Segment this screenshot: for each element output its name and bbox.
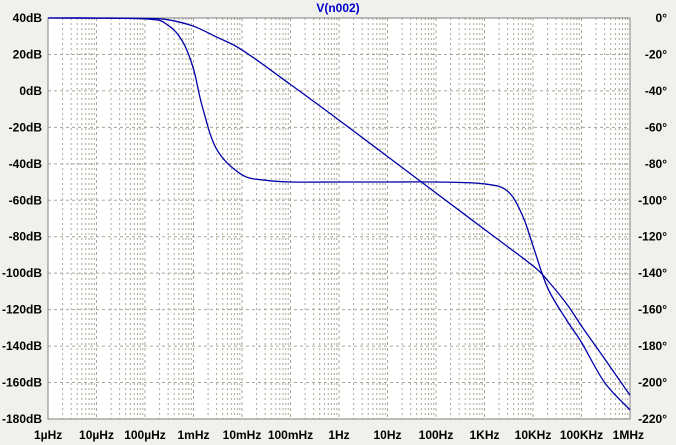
- y-left-tick-label: 20dB: [13, 47, 43, 61]
- y-left-tick-label: 0dB: [19, 84, 42, 98]
- x-tick-label: 1Hz: [328, 428, 349, 442]
- y-right-tick-label: -20°: [645, 47, 667, 61]
- x-tick-label: 1KHz: [469, 428, 499, 442]
- y-left-tick-label: -100dB: [2, 266, 42, 280]
- y-left-tick-label: -60dB: [9, 193, 43, 207]
- y-left-tick-label: -140dB: [2, 339, 42, 353]
- y-right-tick-label: -200°: [638, 376, 667, 390]
- x-tick-label: 1mHz: [177, 428, 209, 442]
- y-left-tick-label: -40dB: [9, 157, 43, 171]
- y-right-tick-label: -140°: [638, 266, 667, 280]
- plot-frame: [47, 17, 631, 420]
- axis-labels: 40dB 20dB 0dB -20dB -40dB -60dB -80dB -100dB -12…: [2, 11, 667, 442]
- y-left-tick-label: -120dB: [2, 303, 42, 317]
- x-tick-label: 10Hz: [373, 428, 401, 442]
- x-tick-label: 10KHz: [515, 428, 552, 442]
- x-tick-label: 10mHz: [223, 428, 262, 442]
- x-tick-label: 100KHz: [560, 428, 603, 442]
- x-tick-label: 100mHz: [268, 428, 313, 442]
- x-tick-label: 100µHz: [124, 428, 166, 442]
- y-left-tick-label: 40dB: [13, 11, 43, 25]
- series-group: [47, 17, 631, 411]
- y-left-tick-label: -80dB: [9, 230, 43, 244]
- y-right-tick-label: -80°: [645, 157, 667, 171]
- y-right-tick-label: -60°: [645, 120, 667, 134]
- y-right-tick-label: -180°: [638, 339, 667, 353]
- y-right-tick-label: -160°: [638, 303, 667, 317]
- chart-title[interactable]: V(n002): [316, 1, 359, 15]
- y-right-tick-label: -40°: [645, 84, 667, 98]
- grid: [47, 17, 630, 420]
- y-right-tick-label: -100°: [638, 193, 667, 207]
- y-right-tick-label: -120°: [638, 230, 667, 244]
- y-left-tick-label: -160dB: [2, 376, 42, 390]
- magnitude-curve: [47, 17, 631, 396]
- x-tick-label: 1MHz: [613, 428, 644, 442]
- phase-curve: [47, 17, 631, 411]
- x-tick-label: 10µHz: [79, 428, 114, 442]
- y-left-tick-label: -20dB: [9, 120, 43, 134]
- x-tick-label: 100Hz: [419, 428, 454, 442]
- x-tick-label: 1µHz: [34, 428, 62, 442]
- y-left-tick-label: -180dB: [2, 412, 42, 426]
- y-right-tick-label: 0°: [656, 11, 668, 25]
- y-right-tick-label: -220°: [638, 412, 667, 426]
